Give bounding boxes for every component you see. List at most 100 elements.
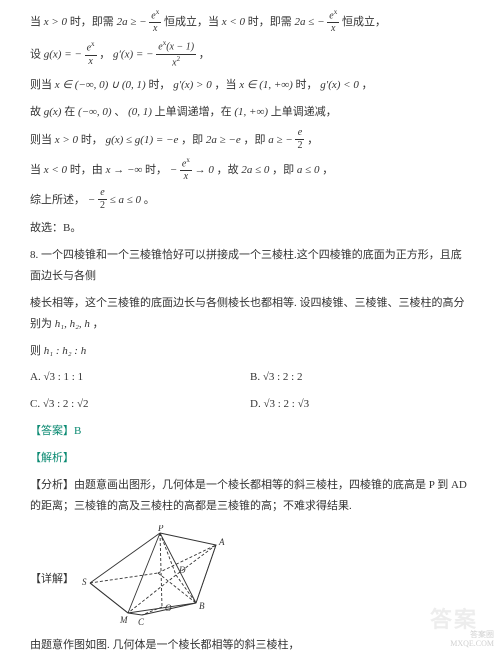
solution-line-5: 则当 x > 0 时， g(x) ≤ g(1) = −e ，即 2a ≥ −e … — [30, 129, 470, 152]
fx-text: 由题意画出图形，几何体是一个棱长都相等的斜三棱柱，四棱锥的底高是 P 到 AD … — [30, 479, 467, 512]
m: a ≤ 0 — [297, 164, 320, 176]
fx-label: 【分析】 — [30, 479, 74, 491]
lbl-C: C — [138, 617, 145, 627]
solution-line-4: 故 g(x) 在 (−∞, 0) 、 (0, 1) 上单调递增，在 (1, +∞… — [30, 102, 470, 123]
q8-stem-2: 棱长相等，这个三棱锥的底面边长与各侧棱长也都相等. 设四棱锥、三棱锥、三棱柱的高… — [30, 293, 470, 335]
t: 时， — [145, 164, 170, 176]
frac: ex x — [85, 41, 97, 66]
m: g(x) = − — [44, 49, 82, 61]
m: g(x) — [44, 106, 62, 118]
lbl-P: P — [157, 525, 164, 533]
option-d: D. √3 : 2 : √3 — [250, 394, 470, 415]
t: ， — [199, 49, 210, 61]
t: 时，即需 — [70, 16, 117, 28]
m: (−∞, 0) — [78, 106, 112, 118]
t: ， — [362, 79, 373, 91]
t: ，即 — [181, 134, 206, 146]
lbl-S: S — [82, 577, 87, 587]
m: x < 0 — [44, 164, 67, 176]
t: 时， — [296, 79, 321, 91]
solution-line-6: 当 x < 0 时，由 x → −∞ 时， − ex x → 0 ，故 2a ≤… — [30, 158, 470, 183]
frac: ex x — [149, 9, 161, 34]
m: x → −∞ — [106, 164, 143, 176]
t: 故 — [30, 106, 44, 118]
t: 时， — [81, 134, 106, 146]
frac: ex x — [180, 157, 192, 182]
lbl-M: M — [119, 615, 128, 625]
q8-stem-1: 8. 一个四棱锥和一个三棱锥恰好可以拼接成一个三棱柱.这个四棱锥的底面为正方形，… — [30, 245, 470, 287]
q8-stem-3: 则 h₁ : h₂ : h — [30, 341, 470, 362]
analysis-label: 【解析】 — [30, 448, 470, 469]
t: 、 — [114, 106, 125, 118]
frac: e 2 — [98, 188, 107, 211]
option-b: B. √3 : 2 : 2 — [250, 367, 470, 388]
m: g(x) ≤ g(1) = −e — [106, 134, 179, 146]
option-row-2: C. √3 : 2 : √2 D. √3 : 2 : √3 — [30, 394, 470, 421]
solution-choice: 故选：B。 — [30, 218, 470, 239]
solution-line-7: 综上所述， − e 2 ≤ a ≤ 0 。 — [30, 189, 470, 212]
t: 上单调递减， — [271, 106, 337, 118]
m: 2a ≥ −e — [206, 134, 241, 146]
m: x ∈ (1, +∞) — [239, 79, 293, 91]
m: 2a ≤ − — [295, 16, 325, 28]
m: ≤ a ≤ 0 — [110, 194, 141, 206]
solution-line-3: 则当 x ∈ (−∞, 0) ∪ (0, 1) 时， g′(x) > 0 ，当 … — [30, 75, 470, 96]
m: − — [88, 194, 95, 206]
m: 2a ≥ − — [117, 16, 147, 28]
t: ， — [307, 134, 318, 146]
lbl-A: A — [218, 537, 225, 547]
m: − — [170, 164, 177, 176]
t: 上单调递增，在 — [155, 106, 235, 118]
t: 当 — [30, 16, 44, 28]
watermark-small: 答案圈 MXQE.COM — [450, 631, 494, 649]
t: 设 — [30, 49, 44, 61]
m: → 0 — [195, 164, 214, 176]
lbl-B: B — [199, 601, 205, 611]
option-row-1: A. √3 : 1 : 1 B. √3 : 2 : 2 — [30, 367, 470, 394]
detail-row: 【详解】 P A B C D S M — [30, 525, 470, 635]
lbl-O: O — [165, 603, 172, 613]
m: g′(x) = − — [113, 49, 153, 61]
answer-line: 【答案】B — [30, 421, 470, 442]
m: x ∈ (−∞, 0) ∪ (0, 1) — [55, 79, 146, 91]
option-c: C. √3 : 2 : √2 — [30, 394, 250, 415]
answer-value: B — [74, 425, 81, 437]
m: g′(x) < 0 — [320, 79, 359, 91]
analysis-fx: 【分析】由题意画出图形，几何体是一个棱长都相等的斜三棱柱，四棱锥的底高是 P 到… — [30, 475, 470, 517]
t: 综上所述， — [30, 194, 85, 206]
m: 2a ≤ 0 — [241, 164, 269, 176]
t: ，当 — [214, 79, 239, 91]
t: 当 — [30, 164, 44, 176]
t: 则当 — [30, 79, 55, 91]
m: (1, +∞) — [234, 106, 268, 118]
t: 。 — [144, 194, 155, 206]
m: g′(x) > 0 — [173, 79, 212, 91]
m: x > 0 — [44, 16, 67, 28]
answer-label: 【答案】 — [30, 425, 74, 437]
t: 时， — [148, 79, 173, 91]
solution-line-2: 设 g(x) = − ex x ， g′(x) = − ex(x − 1) x2… — [30, 41, 470, 69]
t: ，即 — [243, 134, 268, 146]
detail-label: 【详解】 — [30, 569, 74, 590]
frac: e 2 — [295, 128, 304, 151]
m: x > 0 — [55, 134, 78, 146]
m: x < 0 — [222, 16, 245, 28]
m: a ≥ − — [268, 134, 292, 146]
t: ，即 — [272, 164, 297, 176]
geometry-diagram-icon: P A B C D S M O — [80, 525, 250, 635]
m: (0, 1) — [128, 106, 152, 118]
t: ， — [99, 49, 110, 61]
lbl-D: D — [178, 565, 186, 575]
t: 时，即需 — [248, 16, 295, 28]
frac: ex x — [327, 9, 339, 34]
solution-line-1: 当 x > 0 时，即需 2a ≥ − ex x 恒成立，当 x < 0 时，即… — [30, 10, 470, 35]
t: ，故 — [217, 164, 242, 176]
t: 在 — [64, 106, 78, 118]
t: 恒成立， — [342, 16, 386, 28]
frac: ex(x − 1) x2 — [156, 40, 196, 68]
t: ， — [322, 164, 333, 176]
t: 恒成立，当 — [164, 16, 222, 28]
t: 则当 — [30, 134, 55, 146]
t: 时，由 — [70, 164, 106, 176]
option-a: A. √3 : 1 : 1 — [30, 367, 250, 388]
